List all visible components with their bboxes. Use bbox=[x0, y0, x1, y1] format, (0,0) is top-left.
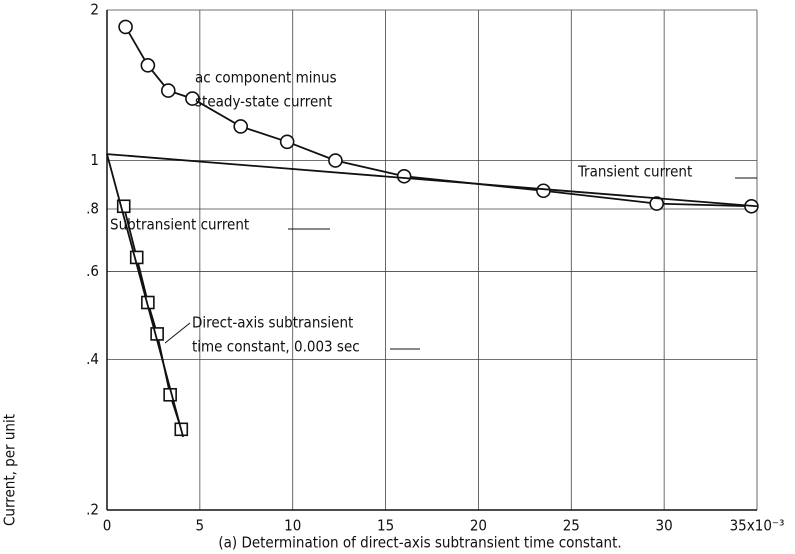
point bbox=[279, 134, 295, 150]
y-tick-label: .8 bbox=[86, 199, 99, 217]
annotation: Subtransient current bbox=[110, 216, 249, 234]
caption: (a) Determination of direct-axis subtran… bbox=[218, 534, 621, 552]
point bbox=[536, 183, 551, 199]
x-tick-label: 30 bbox=[656, 517, 673, 535]
point bbox=[185, 91, 200, 106]
x-tick-label: 25 bbox=[563, 517, 580, 535]
y-tick-label: .2 bbox=[86, 501, 99, 519]
annotation: Transient current bbox=[577, 163, 692, 181]
fit-line bbox=[106, 153, 758, 208]
fit-line bbox=[106, 153, 185, 438]
point bbox=[649, 196, 665, 211]
point bbox=[233, 119, 249, 134]
annotation: steady-state current bbox=[195, 93, 332, 111]
y-tick-label: 2 bbox=[90, 1, 99, 19]
y-tick-label: 1 bbox=[90, 151, 99, 169]
x-tick-label: 20 bbox=[470, 517, 487, 535]
point bbox=[118, 19, 133, 35]
y-axis-label: Current, per unit bbox=[1, 414, 19, 526]
point bbox=[328, 153, 343, 168]
y-tick-label: .4 bbox=[86, 350, 99, 368]
annotation: ac component minus bbox=[195, 69, 337, 87]
point bbox=[140, 58, 156, 73]
annotation: time constant, 0.003 sec bbox=[192, 338, 360, 356]
x-tick-label: 15 bbox=[377, 517, 394, 535]
point bbox=[160, 83, 176, 98]
x-tick-label: 10 bbox=[284, 517, 301, 535]
point bbox=[396, 168, 412, 184]
x-tick-label: 0 bbox=[103, 517, 112, 535]
annotation: Direct-axis subtransient bbox=[192, 314, 353, 332]
x-tick-label: 35x10⁻³ bbox=[730, 517, 785, 535]
leader bbox=[164, 322, 191, 344]
x-tick-label: 5 bbox=[196, 517, 205, 535]
y-tick-label: .6 bbox=[86, 262, 99, 280]
